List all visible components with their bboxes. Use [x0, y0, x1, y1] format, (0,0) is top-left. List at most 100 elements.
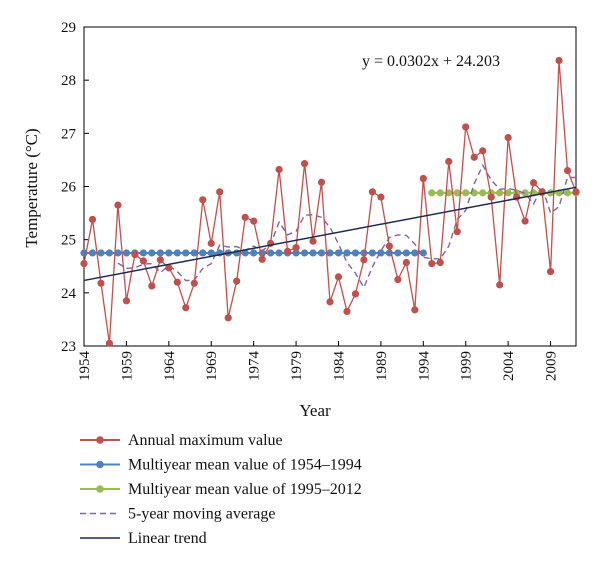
- annual-max-point: [436, 258, 444, 267]
- annual-max-point: [173, 278, 181, 286]
- x-tick-label: 1974: [247, 351, 263, 382]
- annual-max-point: [343, 307, 351, 316]
- annual-max-point: [394, 275, 402, 284]
- mean-1954-1994-point: [419, 249, 427, 257]
- y-tick-label: 26: [61, 180, 77, 196]
- annual-max-point: [283, 247, 292, 255]
- annual-max-point: [190, 279, 198, 287]
- annual-max-point: [529, 179, 538, 187]
- annual-max-point: [207, 239, 215, 247]
- mean-1954-1994-point: [88, 249, 97, 257]
- x-tick-label: 2009: [544, 351, 560, 381]
- mean-1995-2012-point: [462, 189, 470, 197]
- mean-1954-1994-point: [351, 249, 360, 257]
- annual-max-point: [462, 123, 470, 131]
- annual-max-point: [317, 178, 326, 186]
- legend-item: 5-year moving average: [80, 506, 275, 523]
- mean-1954-1994-point: [148, 249, 156, 257]
- mean-1954-1994-point: [402, 249, 410, 257]
- x-tick-label: 1994: [416, 351, 432, 382]
- x-tick-label: 1969: [204, 351, 220, 381]
- mean-1954-1994-point: [156, 249, 164, 257]
- annual-max-point: [241, 213, 249, 221]
- annual-max-point: [275, 165, 283, 174]
- mean-1954-1994-point: [267, 249, 275, 257]
- y-tick-label: 29: [61, 20, 76, 36]
- annual-max-point: [402, 258, 410, 267]
- y-tick-label: 27: [61, 126, 77, 142]
- legend-item: Annual maximum value: [80, 432, 283, 449]
- x-tick-label: 1989: [374, 351, 390, 381]
- mean-1995-2012-point: [436, 189, 444, 197]
- x-tick-label: 2004: [501, 351, 517, 382]
- legend-item: Multiyear mean value of 1995–2012: [80, 481, 362, 498]
- y-tick-label: 25: [61, 233, 76, 249]
- mean-1954-1994-point: [97, 249, 105, 257]
- annual-max-point: [572, 188, 580, 196]
- annual-max-point: [419, 174, 427, 183]
- mean-1954-1994-point: [173, 249, 181, 257]
- annual-max-point: [411, 306, 419, 314]
- x-tick-label: 1964: [162, 351, 178, 382]
- mean-1995-2012-point: [563, 189, 572, 197]
- legend-swatch-marker: [96, 460, 104, 469]
- annual-max-point: [182, 304, 190, 312]
- annual-max-point: [428, 259, 436, 268]
- annual-max-point: [368, 188, 377, 196]
- annual-max-point: [470, 153, 478, 161]
- annual-max-point: [496, 281, 504, 289]
- y-tick-label: 24: [61, 286, 77, 302]
- annual-max-point: [148, 282, 156, 290]
- x-tick-label: 1984: [331, 351, 347, 382]
- annual-max-point: [250, 217, 258, 225]
- annual-max-point: [445, 157, 453, 166]
- mean-1954-1994-point: [368, 249, 377, 257]
- annual-max-point: [546, 267, 555, 276]
- mean-1954-1994-point: [334, 249, 343, 257]
- annual-max-point: [309, 237, 317, 245]
- y-tick-label: 28: [61, 73, 76, 89]
- legend-label: Linear trend: [128, 530, 207, 547]
- annual-max-point: [487, 193, 495, 201]
- annual-max-point: [80, 259, 88, 268]
- mean-1954-1994-point: [105, 249, 114, 257]
- mean-1954-1994-point: [114, 249, 122, 257]
- trend-equation: y = 0.0302x + 24.203: [362, 53, 500, 70]
- mean-1954-1994-point: [165, 249, 173, 257]
- annual-max-point: [122, 297, 131, 305]
- mean-1995-2012-point: [479, 189, 487, 197]
- annual-max-point: [377, 193, 385, 201]
- annual-max-point: [139, 257, 147, 265]
- mean-1954-1994-point: [326, 249, 334, 257]
- legend-swatch-marker: [96, 436, 104, 444]
- legend-label: Annual maximum value: [128, 432, 283, 449]
- mean-1954-1994-point: [241, 249, 249, 257]
- legend-label: Multiyear mean value of 1995–2012: [128, 481, 362, 498]
- annual-max-point: [88, 215, 97, 224]
- mean-1954-1994-point: [190, 249, 198, 257]
- mean-1995-2012-point: [496, 189, 504, 197]
- y-axis-title: Temperature (°C): [22, 128, 41, 247]
- legend-swatch-marker: [96, 485, 104, 493]
- x-tick-label: 1999: [459, 351, 475, 381]
- moving-average-line: [117, 163, 576, 290]
- annual-max-point: [258, 255, 266, 263]
- mean-1954-1994-point: [343, 249, 351, 257]
- annual-max-point: [105, 339, 114, 347]
- x-tick-label: 1979: [289, 351, 305, 381]
- annual-max-point: [300, 160, 309, 168]
- legend-label: 5-year moving average: [128, 506, 275, 523]
- annual-max-point: [224, 314, 232, 322]
- annual-max-point: [563, 166, 572, 175]
- annual-max-point: [504, 133, 512, 142]
- legend-item: Multiyear mean value of 1954–1994: [80, 457, 362, 474]
- annual-max-point: [233, 277, 241, 285]
- mean-1954-1994-point: [394, 249, 402, 257]
- annual-max-point: [97, 279, 105, 287]
- mean-1954-1994-point: [139, 249, 147, 257]
- annual-max-point: [165, 264, 173, 272]
- annual-max-point: [521, 217, 529, 225]
- mean-1954-1994-point: [292, 249, 300, 257]
